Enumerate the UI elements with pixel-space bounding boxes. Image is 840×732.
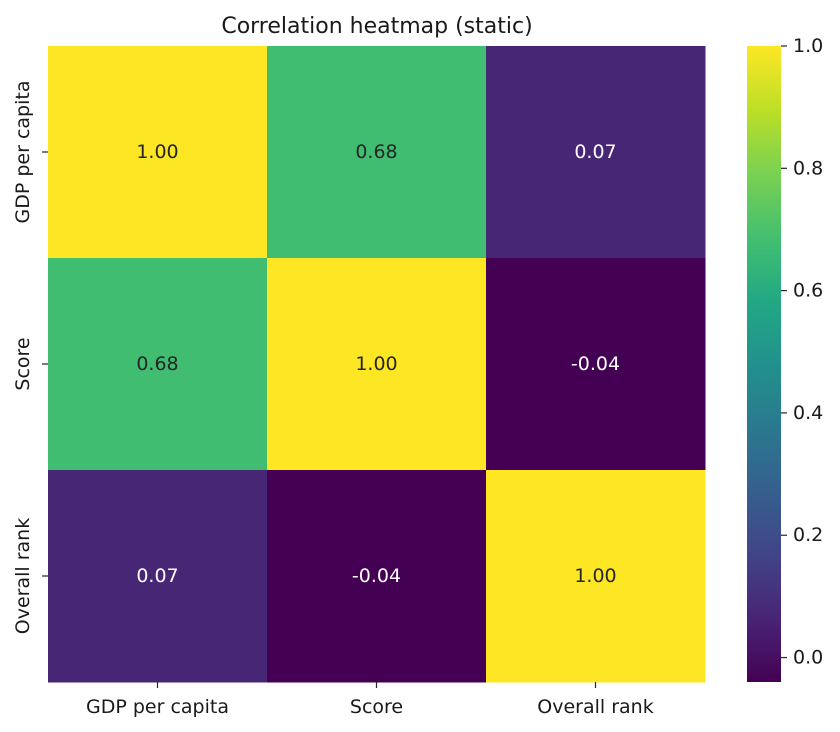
cell-value-label: 0.07 xyxy=(136,565,178,587)
heatmap-cell xyxy=(486,46,706,259)
y-tick-label: Score xyxy=(12,337,34,390)
colorbar-tick-label: 0.6 xyxy=(793,280,823,302)
x-tick-label: Score xyxy=(350,696,403,718)
colorbar-tick-label: 0.8 xyxy=(793,157,823,179)
heatmap-cell xyxy=(486,470,706,683)
heatmap-cell xyxy=(48,258,268,471)
heatmap-cell xyxy=(486,258,706,471)
colorbar-gradient xyxy=(747,46,781,682)
cell-value-label: 0.07 xyxy=(574,141,616,163)
heatmap-cells: 1.00 0.68 0.07 0.68 1.00 -0.04 0.07 -0.04 1.00 xyxy=(48,46,706,683)
cell-value-label: 0.68 xyxy=(355,141,397,163)
heatmap-cell xyxy=(48,46,268,259)
x-tick-label: Overall rank xyxy=(537,696,653,718)
colorbar-tick-label: 0.2 xyxy=(793,524,823,546)
cell-value-label: 0.68 xyxy=(136,353,178,375)
x-axis: GDP per capita Score Overall rank xyxy=(86,682,654,718)
y-tick-label: GDP per capita xyxy=(12,81,34,224)
cell-value-label: 1.00 xyxy=(355,353,397,375)
colorbar: 0.0 0.2 0.4 0.6 0.8 1.0 xyxy=(747,35,823,682)
cell-value-label: -0.04 xyxy=(571,353,620,375)
cell-value-label: -0.04 xyxy=(352,565,401,587)
cell-value-label: 1.00 xyxy=(136,141,178,163)
cell-value-label: 1.00 xyxy=(574,565,616,587)
y-axis: GDP per capita Score Overall rank xyxy=(12,81,48,634)
heatmap-cell xyxy=(48,470,268,683)
heatmap-cell xyxy=(267,46,487,259)
heatmap-cell xyxy=(267,470,487,683)
colorbar-tick-label: 1.0 xyxy=(793,35,823,57)
colorbar-tick-label: 0.0 xyxy=(793,647,823,669)
colorbar-tick-label: 0.4 xyxy=(793,402,823,424)
x-tick-label: GDP per capita xyxy=(86,696,229,718)
chart-title: Correlation heatmap (static) xyxy=(221,14,532,39)
y-tick-label: Overall rank xyxy=(12,518,34,634)
heatmap-cell xyxy=(267,258,487,471)
